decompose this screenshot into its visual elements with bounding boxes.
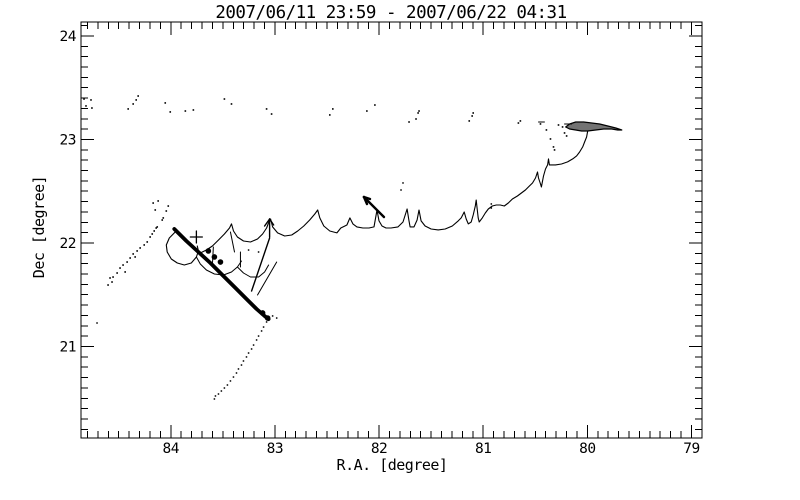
axes (80, 21, 703, 439)
series-under-arc-2 (236, 264, 270, 278)
series-streak-blobs (205, 248, 271, 321)
series-plus-marker (189, 230, 203, 244)
x-tick-label: 83 (267, 441, 283, 457)
series-arrow-1 (250, 218, 275, 292)
series-main-trajectory (199, 130, 589, 254)
series-dense-streak (172, 227, 271, 321)
x-tick-label: 79 (683, 441, 699, 457)
series-start-loop (165, 231, 199, 266)
series-terminal-loop-dots (539, 123, 568, 151)
y-tick-label: 24 (60, 29, 77, 45)
x-tick-label: 80 (579, 441, 595, 457)
y-tick-label: 21 (60, 339, 76, 355)
x-tick-label: 81 (475, 441, 491, 457)
data-series (83, 95, 623, 400)
series-arrow-2 (362, 195, 386, 219)
y-tick-label: 22 (60, 236, 76, 252)
y-axis-label: Dec [degree] (30, 176, 48, 278)
series-upper-dot-trail (83, 95, 522, 124)
x-tick-label: 82 (371, 441, 387, 457)
tick-labels: 84 83 82 81 80 79 24 23 22 21 (60, 29, 701, 457)
series-stray-dots (96, 182, 493, 324)
y-tick-label: 23 (60, 132, 76, 148)
x-tick-label: 84 (163, 441, 180, 457)
series-under-arc-1 (195, 256, 242, 276)
series-terminal-loop (565, 121, 623, 132)
series-spikes (211, 121, 573, 296)
series-dotted-tail (213, 321, 268, 400)
plot-title: 2007/06/11 23:59 - 2007/06/22 04:31 (215, 3, 566, 23)
x-axis-label: R.A. [degree] (337, 456, 448, 474)
series-left-dot-trail (107, 200, 170, 286)
